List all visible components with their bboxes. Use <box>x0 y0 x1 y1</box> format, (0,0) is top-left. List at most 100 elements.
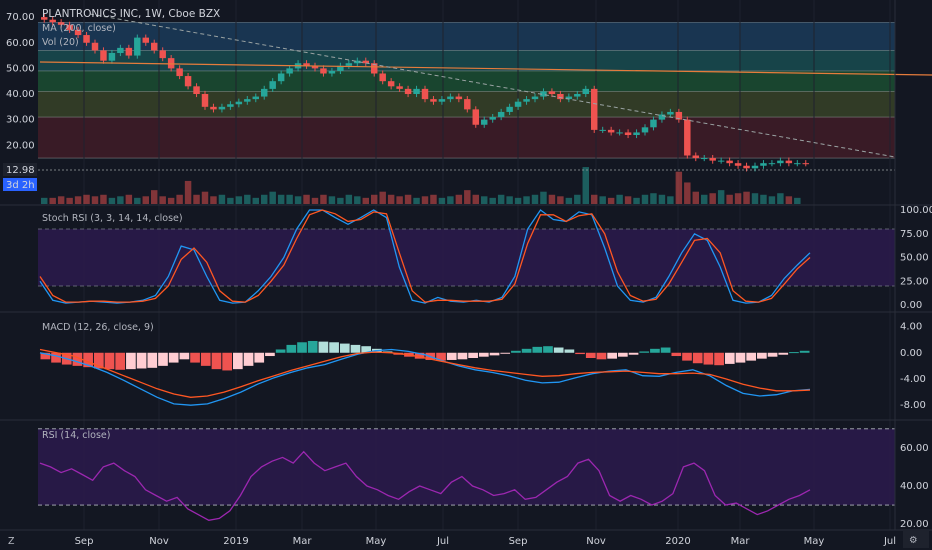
macd-signal-line <box>39 348 811 398</box>
macd-hist-51 <box>585 352 596 358</box>
rsi-pane[interactable] <box>38 428 895 521</box>
macd-hist-45 <box>521 348 532 353</box>
volume-bar-63 <box>574 194 581 204</box>
candle-body-0 <box>41 17 48 20</box>
volume-bar-33 <box>320 194 327 204</box>
volume-bar-40 <box>379 191 386 204</box>
macd-hist-7 <box>115 352 126 370</box>
x-axis-label-0: Sep <box>75 536 94 547</box>
price-band-4 <box>38 117 895 159</box>
candle-body-1 <box>49 19 56 23</box>
price-zone-bands <box>38 21 895 159</box>
macd-hist-38 <box>446 352 457 360</box>
volume-bar-38 <box>362 197 369 204</box>
candle-body-77 <box>692 155 699 159</box>
volume-bar-10 <box>125 194 133 204</box>
volume-bar-58 <box>531 194 539 204</box>
price-axis-label-3: 40.00 <box>6 89 35 100</box>
macd-hist-60 <box>682 352 692 361</box>
macd-hist-24 <box>297 342 307 353</box>
x-axis-label-1: Nov <box>149 536 169 547</box>
macd-hist-65 <box>735 352 746 363</box>
volume-bar-25 <box>252 197 259 204</box>
candle-body-81 <box>726 160 733 164</box>
candle-body-7 <box>100 50 107 61</box>
volume-bar-27 <box>269 191 276 204</box>
x-axis-label-10: May <box>804 536 825 547</box>
volume-bar-30 <box>294 196 302 204</box>
macd-hist-63 <box>714 352 724 366</box>
macd-hist-44 <box>511 350 521 353</box>
ma-legend: MA (200, close) <box>42 23 116 34</box>
volume-bar-87 <box>777 193 784 204</box>
volume-bar-18 <box>193 194 200 204</box>
volume-bar-51 <box>472 194 479 204</box>
stoch-axis-label-3: 25.00 <box>900 276 929 287</box>
price-axis-label-2: 50.00 <box>6 63 35 74</box>
volume-bar-9 <box>117 196 124 204</box>
macd-hist-56 <box>639 351 650 353</box>
candle-body-72 <box>650 119 657 128</box>
candle-body-14 <box>159 50 166 59</box>
macd-hist-29 <box>350 344 361 353</box>
candle-body-27 <box>269 81 276 89</box>
candle-body-28 <box>277 73 285 82</box>
candle-body-12 <box>142 37 149 43</box>
macd-hist-4 <box>83 352 93 368</box>
volume-bar-62 <box>565 197 573 204</box>
candle-body-67 <box>607 129 615 133</box>
macd-hist-0 <box>40 352 51 360</box>
macd-hist-55 <box>628 352 639 355</box>
volume-bar-21 <box>218 194 226 204</box>
volume-bar-32 <box>311 197 319 204</box>
volume-bar-78 <box>701 194 708 204</box>
candle-body-85 <box>760 163 767 166</box>
candle-body-89 <box>794 163 801 165</box>
x-axis-label-3: Mar <box>293 536 313 547</box>
candle-body-3 <box>66 24 73 30</box>
price-axis-label-5: 20.00 <box>6 140 35 151</box>
candle-body-15 <box>167 58 175 69</box>
price-candles[interactable] <box>41 14 809 172</box>
macd-pane[interactable] <box>39 340 811 406</box>
volume-bar-11 <box>134 197 141 204</box>
macd-hist-58 <box>660 347 671 353</box>
candle-body-46 <box>430 99 437 102</box>
stoch-rsi-pane[interactable] <box>38 209 895 304</box>
candle-body-54 <box>497 111 505 118</box>
rsi-axis-label-0: 60.00 <box>900 443 929 454</box>
stoch-axis-label-1: 75.00 <box>900 229 929 240</box>
candle-body-16 <box>176 68 183 77</box>
macd-hist-47 <box>543 346 553 353</box>
chart-title: PLANTRONICS INC, 1W, Cboe BZX <box>42 8 220 20</box>
volume-bar-3 <box>66 197 73 204</box>
volume-bar-84 <box>751 193 759 204</box>
candle-body-20 <box>210 106 217 110</box>
macd-hist-11 <box>158 352 168 366</box>
macd-hist-25 <box>307 340 318 353</box>
stoch-axis-label-4: 0.00 <box>900 300 922 311</box>
macd-hist-40 <box>468 352 478 358</box>
price-overlays <box>38 13 932 171</box>
price-badge-label: 12.98 <box>6 165 35 176</box>
macd-hist-26 <box>318 341 329 353</box>
volume-bar-69 <box>624 196 632 204</box>
candle-body-42 <box>396 86 403 89</box>
macd-hist-22 <box>275 349 286 353</box>
volume-bar-53 <box>489 197 496 204</box>
macd-hist-18 <box>233 352 243 370</box>
stoch-axis-label-2: 50.00 <box>900 253 929 264</box>
macd-hist-19 <box>243 352 254 366</box>
macd-hist-9 <box>136 352 147 369</box>
volume-bar-28 <box>277 194 285 204</box>
stoch-band <box>38 229 895 286</box>
volume-bar-57 <box>523 196 530 204</box>
ma-line <box>39 61 932 76</box>
candle-body-69 <box>624 132 632 135</box>
candle-body-55 <box>506 106 513 112</box>
volume-bar-35 <box>337 197 344 204</box>
volume-bar-50 <box>464 190 471 204</box>
candle-body-26 <box>261 88 268 97</box>
settings-button[interactable] <box>903 530 929 548</box>
